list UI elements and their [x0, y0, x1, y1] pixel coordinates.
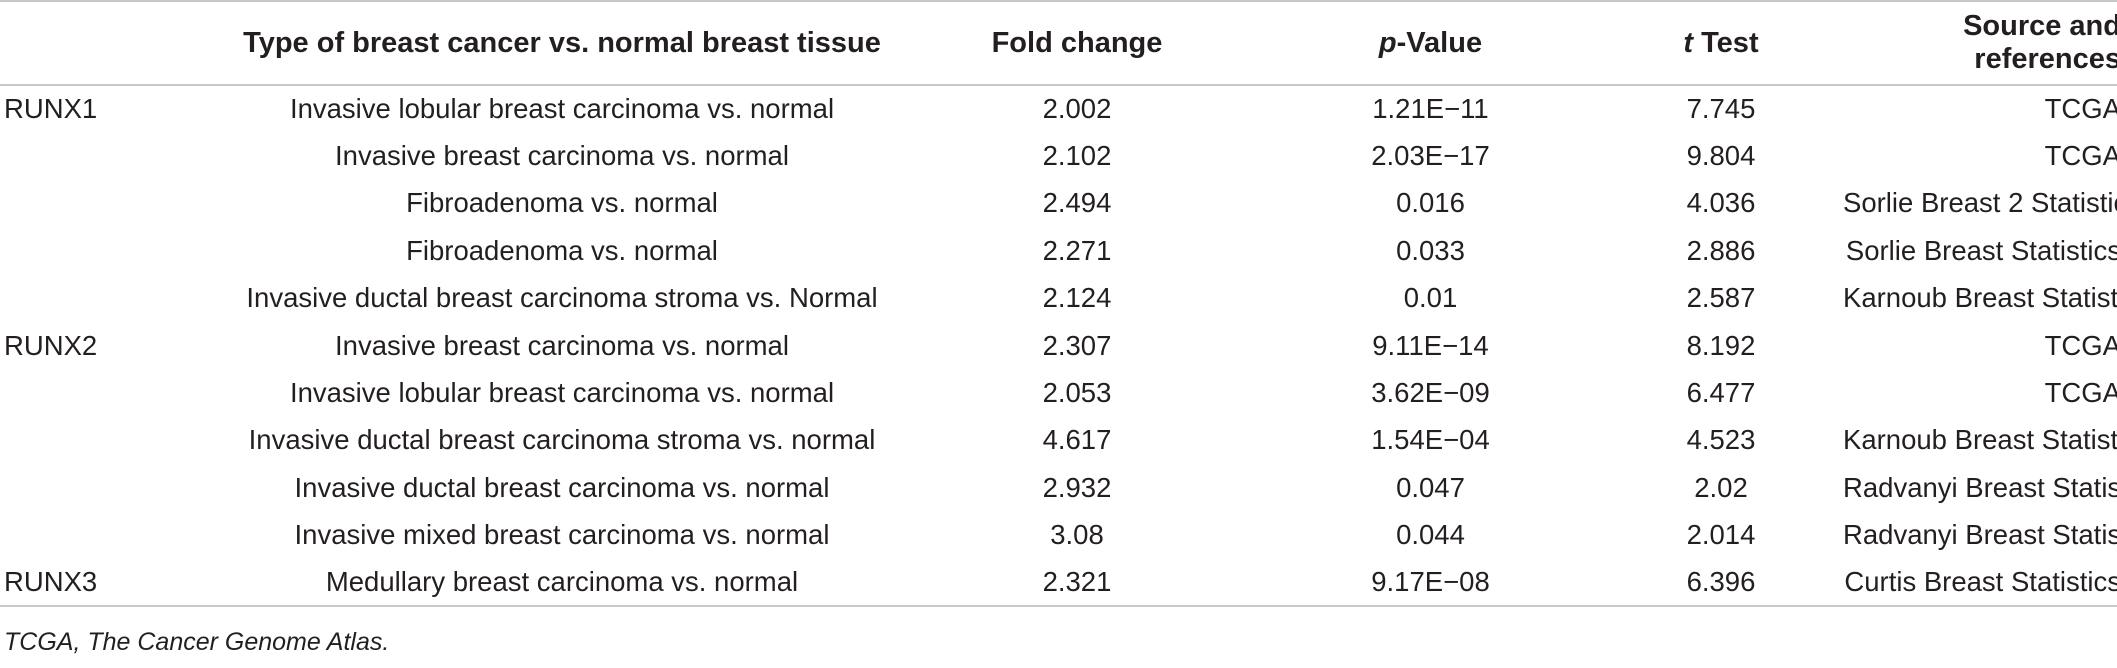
cell-p-value: 0.044 [1396, 519, 1465, 551]
cell-t-test: 2.587 [1686, 282, 1756, 314]
cell-gene: RUNX2 [4, 329, 98, 361]
cell-t-test: 7.745 [1686, 93, 1756, 125]
cell-t-test: 6.477 [1686, 377, 1756, 409]
cell-p-value: 2.03E−17 [1371, 140, 1490, 172]
cell-t-test: 2.02 [1694, 471, 1748, 503]
cell-fold-change: 2.494 [1042, 187, 1112, 219]
header-fold-change: Fold change [892, 0, 1262, 86]
table-row: Invasive breast carcinoma vs. normal 2.1… [0, 132, 2117, 179]
cell-p-value: 1.54E−04 [1371, 424, 1490, 456]
cell-fold-change: 2.124 [1042, 282, 1112, 314]
cell-t-test: 9.804 [1686, 140, 1756, 172]
table-row: Invasive lobular breast carcinoma vs. no… [0, 369, 2117, 416]
table-row: Invasive mixed breast carcinoma vs. norm… [0, 512, 2117, 559]
cell-source: Sorlie Breast 2 Statistics [1843, 187, 2117, 219]
table-row: RUNX3 Medullary breast carcinoma vs. nor… [0, 558, 2117, 608]
table-row: Invasive ductal breast carcinoma stroma … [0, 417, 2117, 464]
header-p-value: p-Value [1262, 0, 1599, 86]
cell-t-test: 6.396 [1599, 558, 1843, 608]
cell-p-value: 1.21E−11 [1372, 93, 1489, 125]
cell-type: Fibroadenoma vs. normal [406, 187, 718, 219]
cell-gene: RUNX1 [4, 93, 98, 125]
header-p-rest: -Value [1396, 26, 1483, 59]
cell-fold-change: 2.002 [1042, 93, 1112, 125]
cell-type: Invasive ductal breast carcinoma vs. nor… [294, 471, 830, 503]
table-row: Fibroadenoma vs. normal 2.494 0.016 4.03… [0, 180, 2117, 227]
table-row: Fibroadenoma vs. normal 2.271 0.033 2.88… [0, 227, 2117, 274]
table-header: Type of breast cancer vs. normal breast … [0, 0, 2117, 86]
header-t-italic: t [1683, 26, 1694, 59]
cell-fold-change: 3.08 [1050, 519, 1104, 551]
cell-type: Invasive lobular breast carcinoma vs. no… [289, 93, 835, 125]
cell-type: Invasive breast carcinoma vs. normal [335, 329, 789, 361]
cell-type: Invasive breast carcinoma vs. normal [335, 140, 789, 172]
cell-gene [0, 275, 232, 322]
cell-type: Invasive mixed breast carcinoma vs. norm… [294, 519, 830, 551]
cell-p-value: 0.016 [1396, 187, 1465, 219]
cell-type: Invasive ductal breast carcinoma stroma … [246, 282, 878, 314]
cell-gene [0, 369, 232, 416]
cell-source: TCGA [2044, 377, 2117, 409]
cell-gene [0, 132, 232, 179]
cell-fold-change: 2.321 [892, 558, 1262, 608]
cell-fold-change: 2.932 [1042, 471, 1112, 503]
cell-fold-change: 2.102 [1042, 140, 1112, 172]
cell-p-value: 9.11E−14 [1372, 329, 1489, 361]
cell-source: Karnoub Breast Statistics [1843, 424, 2117, 456]
header-row: Type of breast cancer vs. normal breast … [0, 0, 2117, 86]
header-source: Source and references [1843, 0, 2117, 86]
cell-p-value: 0.033 [1396, 234, 1465, 266]
cell-source: Radvanyi Breast Statistics [1843, 519, 2117, 551]
header-t-rest: Test [1693, 26, 1759, 59]
cell-gene [0, 227, 232, 274]
table-row: Invasive ductal breast carcinoma stroma … [0, 275, 2117, 322]
cell-gene: RUNX3 [0, 558, 232, 608]
header-p-italic: p [1378, 26, 1397, 59]
cell-p-value: 3.62E−09 [1371, 377, 1490, 409]
cell-type: Invasive lobular breast carcinoma vs. no… [289, 377, 835, 409]
cell-gene [0, 417, 232, 464]
table-row: Invasive ductal breast carcinoma vs. nor… [0, 464, 2117, 511]
cell-t-test: 8.192 [1686, 329, 1756, 361]
cell-fold-change: 2.053 [1042, 377, 1112, 409]
cell-gene [0, 180, 232, 227]
header-gene [0, 0, 232, 86]
header-t-test: t Test [1599, 0, 1843, 86]
cell-source: Radvanyi Breast Statistics [1843, 471, 2117, 503]
table-body: RUNX1 Invasive lobular breast carcinoma … [0, 85, 2117, 608]
cell-t-test: 2.886 [1686, 234, 1756, 266]
cell-source: Curtis Breast Statistics [1843, 558, 2117, 608]
cell-source: TCGA [2044, 329, 2117, 361]
cell-fold-change: 2.307 [1042, 329, 1112, 361]
cell-type: Medullary breast carcinoma vs. normal [232, 558, 892, 608]
cell-type: Fibroadenoma vs. normal [406, 234, 718, 266]
cell-source: TCGA [2044, 140, 2117, 172]
cell-t-test: 4.523 [1686, 424, 1756, 456]
cell-type: Invasive ductal breast carcinoma stroma … [248, 424, 876, 456]
cell-fold-change: 2.271 [1042, 234, 1112, 266]
cell-source: Karnoub Breast Statistics [1843, 282, 2117, 314]
table-row: RUNX2 Invasive breast carcinoma vs. norm… [0, 322, 2117, 369]
table-footnote: TCGA, The Cancer Genome Atlas. [4, 628, 390, 656]
table-row: RUNX1 Invasive lobular breast carcinoma … [0, 85, 2117, 132]
cell-p-value: 0.01 [1403, 282, 1458, 314]
data-table: Type of breast cancer vs. normal breast … [0, 0, 2117, 608]
header-type: Type of breast cancer vs. normal breast … [232, 0, 892, 86]
cell-gene [0, 512, 232, 559]
cell-gene [0, 464, 232, 511]
cell-t-test: 2.014 [1686, 519, 1756, 551]
cell-p-value: 0.047 [1396, 471, 1465, 503]
cell-fold-change: 4.617 [1042, 424, 1112, 456]
cell-p-value: 9.17E−08 [1262, 558, 1599, 608]
cell-t-test: 4.036 [1686, 187, 1756, 219]
cell-source: Sorlie Breast Statistics [1845, 234, 2117, 266]
cell-source: TCGA [2044, 93, 2117, 125]
